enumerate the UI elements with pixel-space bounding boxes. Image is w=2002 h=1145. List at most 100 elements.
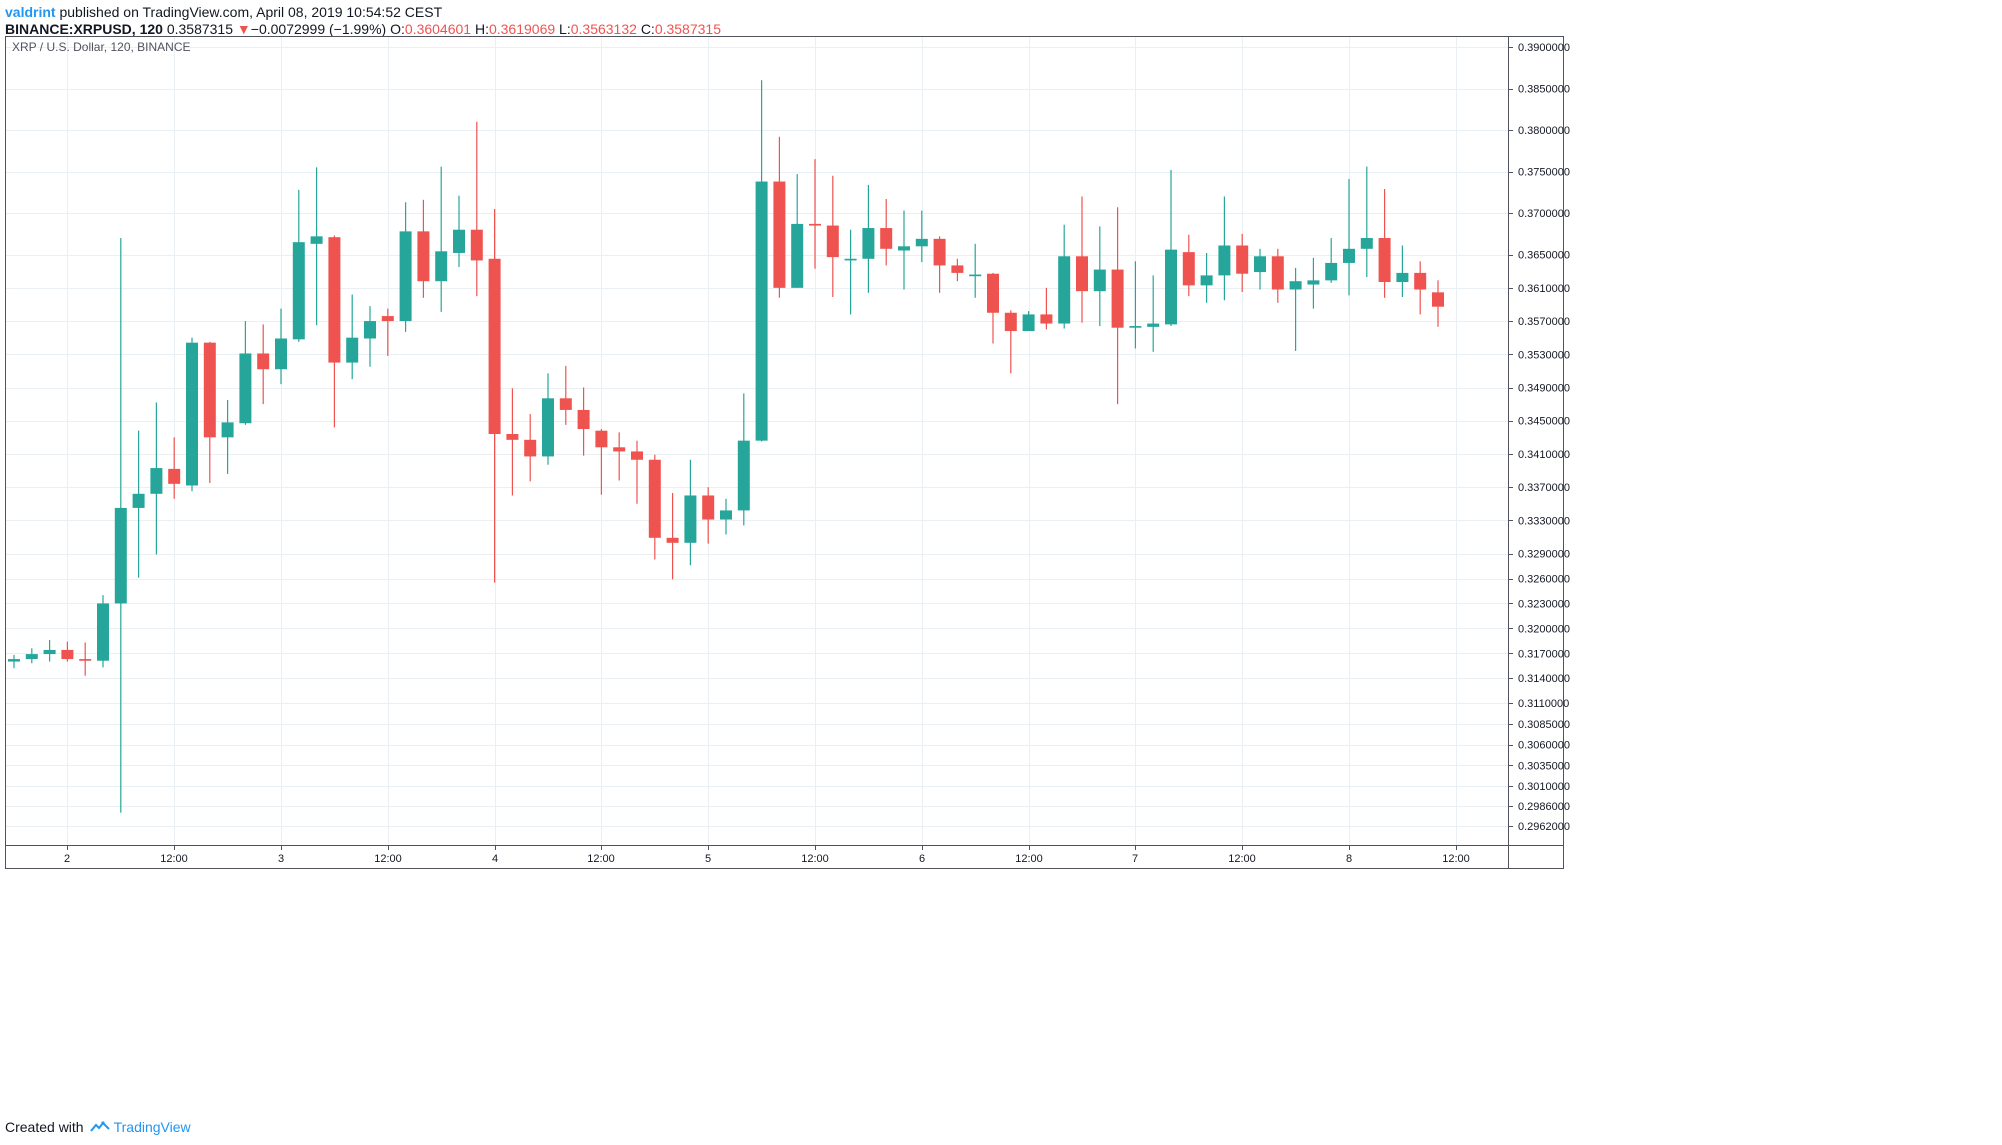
candle-body-up[interactable]: [1325, 262, 1338, 281]
candle-body-down[interactable]: [381, 316, 394, 322]
candle-body-down[interactable]: [880, 228, 893, 249]
y-tick-label: 0.3230000: [1518, 598, 1570, 610]
x-tick-label: 12:00: [374, 853, 402, 865]
candle-body-down[interactable]: [648, 459, 661, 538]
candle-body-up[interactable]: [542, 398, 554, 457]
candle-body-up[interactable]: [755, 181, 768, 441]
candle-body-down[interactable]: [168, 468, 181, 484]
candle-body-up[interactable]: [97, 603, 109, 661]
candle-body-down[interactable]: [702, 495, 715, 520]
candle-body-down[interactable]: [826, 225, 839, 258]
candle-body-down[interactable]: [666, 537, 679, 543]
candle-body-up[interactable]: [1254, 256, 1266, 273]
candle-body-up[interactable]: [8, 659, 20, 662]
candle-body-down[interactable]: [1271, 256, 1284, 290]
candle-body-down[interactable]: [328, 237, 341, 363]
candle-body-up[interactable]: [1289, 281, 1302, 290]
candle-body-up[interactable]: [186, 342, 198, 486]
candle-body-up[interactable]: [1396, 272, 1409, 283]
x-tick-label: 12:00: [587, 853, 615, 865]
tradingview-logo-icon: [89, 1121, 110, 1132]
candle-body-up[interactable]: [1165, 249, 1177, 325]
candle-body-down[interactable]: [1414, 272, 1427, 290]
x-tick-label: 12:00: [1015, 853, 1043, 865]
candle-body-up[interactable]: [1129, 326, 1142, 328]
candle-body-up[interactable]: [862, 228, 875, 259]
candle-body-down[interactable]: [417, 231, 430, 282]
candle-body-down[interactable]: [933, 238, 946, 266]
candle-body-up[interactable]: [43, 649, 56, 655]
candle-body-down[interactable]: [488, 258, 501, 435]
candle-body-up[interactable]: [1147, 323, 1160, 327]
candle-body-down[interactable]: [595, 430, 608, 448]
candle-body-up[interactable]: [114, 507, 127, 604]
candle-body-up[interactable]: [1307, 280, 1320, 285]
candle-body-up[interactable]: [1343, 248, 1355, 263]
candle-body-up[interactable]: [1022, 314, 1035, 332]
candle-body-up[interactable]: [844, 258, 857, 261]
candle-body-down[interactable]: [61, 649, 74, 660]
candle-body-down[interactable]: [951, 265, 964, 273]
candle-body-down[interactable]: [1236, 245, 1249, 274]
candle-body-down[interactable]: [1432, 292, 1444, 307]
candle-body-down[interactable]: [809, 223, 821, 226]
candle-body-up[interactable]: [720, 510, 732, 520]
candle-body-down[interactable]: [559, 398, 572, 410]
candle-body-up[interactable]: [25, 654, 38, 660]
candle-body-down[interactable]: [1004, 312, 1017, 332]
candle-body-up[interactable]: [684, 495, 697, 543]
candle-body-up[interactable]: [791, 223, 804, 288]
candle-body-up[interactable]: [1360, 238, 1373, 249]
candle-body-up[interactable]: [915, 238, 928, 247]
y-tick-label: 0.3700000: [1518, 208, 1570, 220]
y-tick-label: 0.3035000: [1518, 760, 1570, 772]
candle-body-down[interactable]: [773, 181, 786, 288]
candle-body-down[interactable]: [203, 342, 216, 438]
x-tick-label: 6: [919, 853, 925, 865]
candle-body-down[interactable]: [1040, 314, 1053, 324]
candle-body-down[interactable]: [506, 434, 519, 440]
published-text: published on TradingView.com, April 08, …: [59, 4, 443, 20]
author-link[interactable]: valdrint: [5, 4, 56, 20]
close-value: 0.3587315: [654, 21, 721, 37]
candle-body-up[interactable]: [399, 231, 412, 322]
candle-body-down[interactable]: [79, 659, 92, 661]
candle-body-down[interactable]: [577, 409, 590, 430]
change-arrow-icon: ▼: [236, 21, 251, 37]
candle-body-up[interactable]: [150, 468, 163, 494]
candle-body-up[interactable]: [1218, 245, 1231, 276]
candle-body-down[interactable]: [987, 273, 999, 313]
candle-body-up[interactable]: [275, 338, 287, 370]
candle-body-up[interactable]: [453, 229, 465, 253]
candle-body-down[interactable]: [1076, 256, 1088, 292]
candle-body-up[interactable]: [310, 236, 323, 244]
candle-body-up[interactable]: [132, 493, 145, 508]
candle-body-up[interactable]: [221, 422, 234, 438]
candle-body-up[interactable]: [346, 337, 359, 363]
candle-body-up[interactable]: [1093, 269, 1106, 292]
candle-body-up[interactable]: [1058, 256, 1071, 324]
candle-body-down[interactable]: [524, 439, 537, 457]
high-label: H:: [474, 21, 489, 37]
candle-body-down[interactable]: [631, 451, 643, 460]
candle-body-up[interactable]: [1200, 275, 1213, 286]
candle-body-up[interactable]: [364, 321, 376, 339]
candle-body-down[interactable]: [1182, 252, 1195, 286]
x-tick-label: 3: [278, 853, 284, 865]
candle-body-down[interactable]: [613, 447, 626, 452]
candle-body-up[interactable]: [292, 242, 305, 340]
low-value: 0.3563132: [570, 21, 637, 37]
candle-body-up[interactable]: [969, 274, 982, 277]
tradingview-brand-link[interactable]: TradingView: [113, 1119, 191, 1135]
candle-body-down[interactable]: [1378, 238, 1391, 283]
candle-body-down[interactable]: [470, 229, 483, 261]
candle-body-up[interactable]: [737, 440, 750, 511]
candle-body-up[interactable]: [239, 353, 252, 424]
y-tick-label: 0.3370000: [1518, 482, 1570, 494]
candle-body-down[interactable]: [1111, 269, 1124, 328]
candle-body-down[interactable]: [257, 353, 270, 370]
candle-body-up[interactable]: [435, 251, 448, 282]
candle-body-up[interactable]: [898, 246, 910, 251]
x-tick-label: 12:00: [160, 853, 188, 865]
